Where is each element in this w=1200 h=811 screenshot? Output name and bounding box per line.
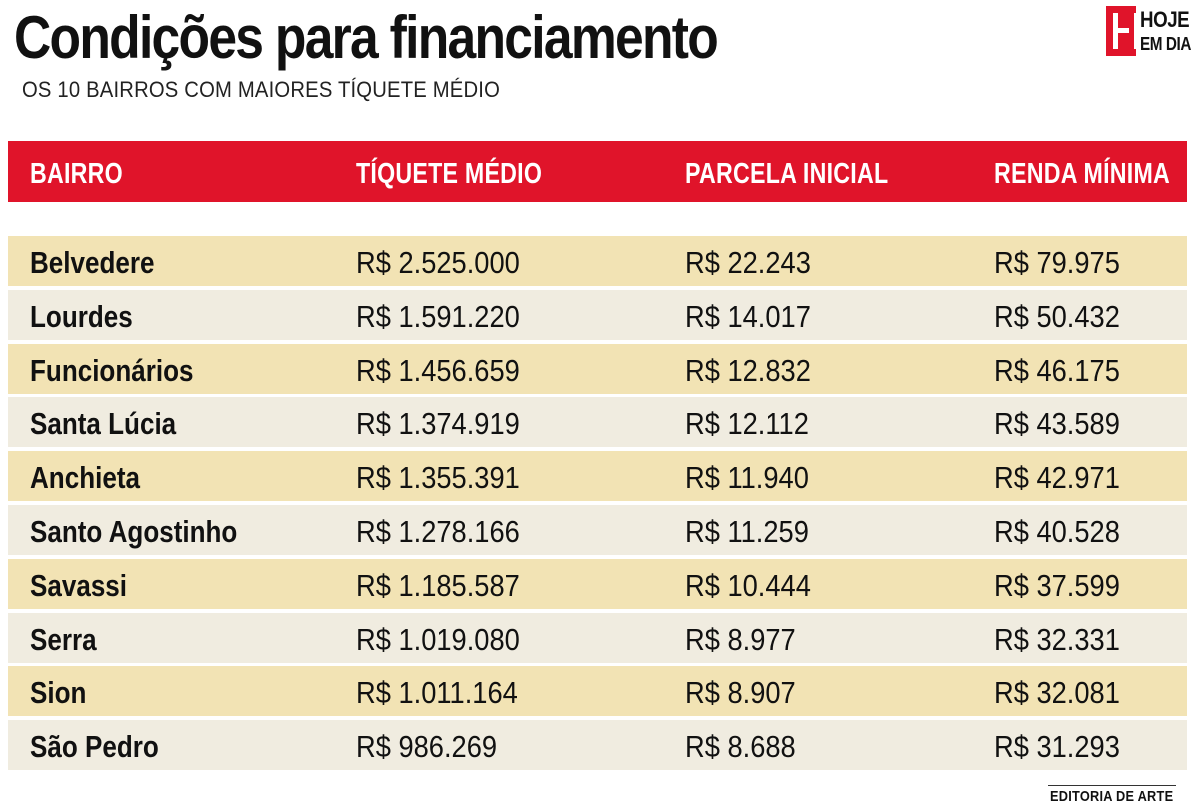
logo-h-icon bbox=[1106, 6, 1139, 56]
cell-bairro: Serra bbox=[30, 621, 97, 657]
table-row: São Pedro R$ 986.269 R$ 8.688 R$ 31.293 bbox=[8, 720, 1187, 771]
cell-tiquete-medio: R$ 1.591.220 bbox=[356, 298, 520, 334]
credit-divider bbox=[1048, 785, 1176, 786]
table-row: Santo Agostinho R$ 1.278.166 R$ 11.259 R$ 4… bbox=[8, 505, 1187, 555]
chart-title: Condições para financiamento bbox=[14, 4, 719, 71]
cell-parcela-inicial: R$ 11.940 bbox=[685, 460, 809, 496]
cell-renda-minima: R$ 37.599 bbox=[994, 567, 1120, 603]
cell-renda-minima: R$ 32.081 bbox=[994, 675, 1120, 711]
credit-text: EDITORIA DE ARTE bbox=[1050, 788, 1174, 805]
cell-renda-minima: R$ 50.432 bbox=[994, 298, 1120, 334]
cell-renda-minima: R$ 40.528 bbox=[994, 514, 1120, 549]
cell-bairro: Belvedere bbox=[30, 245, 155, 280]
cell-tiquete-medio: R$ 1.278.166 bbox=[356, 514, 520, 549]
cell-renda-minima: R$ 79.975 bbox=[994, 245, 1120, 280]
cell-parcela-inicial: R$ 11.259 bbox=[685, 514, 809, 549]
logo-text-line1: HOJE bbox=[1140, 7, 1190, 32]
cell-bairro: Santo Agostinho bbox=[30, 514, 238, 549]
cell-parcela-inicial: R$ 12.832 bbox=[685, 352, 811, 388]
cell-parcela-inicial: R$ 8.977 bbox=[685, 621, 796, 657]
cell-bairro: Anchieta bbox=[30, 460, 140, 496]
cell-bairro: Lourdes bbox=[30, 298, 133, 334]
cell-parcela-inicial: R$ 8.688 bbox=[685, 729, 796, 765]
column-header-tiquete-medio: TÍQUETE MÉDIO bbox=[356, 158, 543, 190]
cell-renda-minima: R$ 43.589 bbox=[994, 406, 1120, 442]
cell-tiquete-medio: R$ 1.185.587 bbox=[356, 567, 520, 603]
cell-parcela-inicial: R$ 10.444 bbox=[685, 567, 811, 603]
table-row: Belvedere R$ 2.525.000 R$ 22.243 R$ 79.975 bbox=[8, 236, 1187, 286]
table-row: Savassi R$ 1.185.587 R$ 10.444 R$ 37.599 bbox=[8, 558, 1187, 609]
column-header-renda-minima: RENDA MÍNIMA bbox=[994, 158, 1171, 190]
logo-text-line2: EM DIA bbox=[1140, 34, 1191, 54]
cell-renda-minima: R$ 42.971 bbox=[994, 460, 1120, 496]
cell-tiquete-medio: R$ 1.011.164 bbox=[356, 675, 518, 711]
cell-tiquete-medio: R$ 1.456.659 bbox=[356, 352, 520, 388]
table-row: Lourdes R$ 1.591.220 R$ 14.017 R$ 50.432 bbox=[8, 289, 1187, 340]
cell-renda-minima: R$ 31.293 bbox=[994, 729, 1120, 765]
cell-tiquete-medio: R$ 1.019.080 bbox=[356, 621, 520, 657]
table-header: BAIRRO TÍQUETE MÉDIO PARCELA INICIAL REN… bbox=[8, 141, 1187, 202]
table-row: Serra R$ 1.019.080 R$ 8.977 R$ 32.331 bbox=[8, 612, 1187, 663]
column-header-bairro: BAIRRO bbox=[30, 158, 123, 190]
cell-parcela-inicial: R$ 12.112 bbox=[685, 406, 809, 442]
table-row: Funcionários R$ 1.456.659 R$ 12.832 R$ 46.1… bbox=[8, 343, 1187, 394]
cell-parcela-inicial: R$ 14.017 bbox=[685, 298, 811, 334]
cell-bairro: Santa Lúcia bbox=[30, 406, 177, 442]
cell-parcela-inicial: R$ 8.907 bbox=[685, 675, 796, 711]
cell-tiquete-medio: R$ 986.269 bbox=[356, 729, 498, 765]
brand-logo: HOJE EM DIA bbox=[1106, 6, 1191, 58]
cell-bairro: Sion bbox=[30, 675, 87, 711]
table-row: Anchieta R$ 1.355.391 R$ 11.940 R$ 42.971 bbox=[8, 451, 1187, 502]
cell-bairro: São Pedro bbox=[30, 729, 159, 765]
cell-bairro: Savassi bbox=[30, 567, 128, 603]
table-row: Santa Lúcia R$ 1.374.919 R$ 12.112 R$ 43.58… bbox=[8, 397, 1187, 448]
table-row: Sion R$ 1.011.164 R$ 8.907 R$ 32.081 bbox=[8, 666, 1187, 717]
cell-tiquete-medio: R$ 2.525.000 bbox=[356, 245, 520, 280]
chart-subtitle: OS 10 BAIRROS COM MAIORES TÍQUETE MÉDIO bbox=[22, 77, 501, 102]
cell-renda-minima: R$ 32.331 bbox=[994, 621, 1120, 657]
cell-parcela-inicial: R$ 22.243 bbox=[685, 245, 811, 280]
cell-tiquete-medio: R$ 1.355.391 bbox=[356, 460, 520, 496]
column-header-parcela-inicial: PARCELA INICIAL bbox=[685, 158, 889, 190]
cell-tiquete-medio: R$ 1.374.919 bbox=[356, 406, 520, 442]
cell-renda-minima: R$ 46.175 bbox=[994, 352, 1120, 388]
cell-bairro: Funcionários bbox=[30, 352, 194, 388]
